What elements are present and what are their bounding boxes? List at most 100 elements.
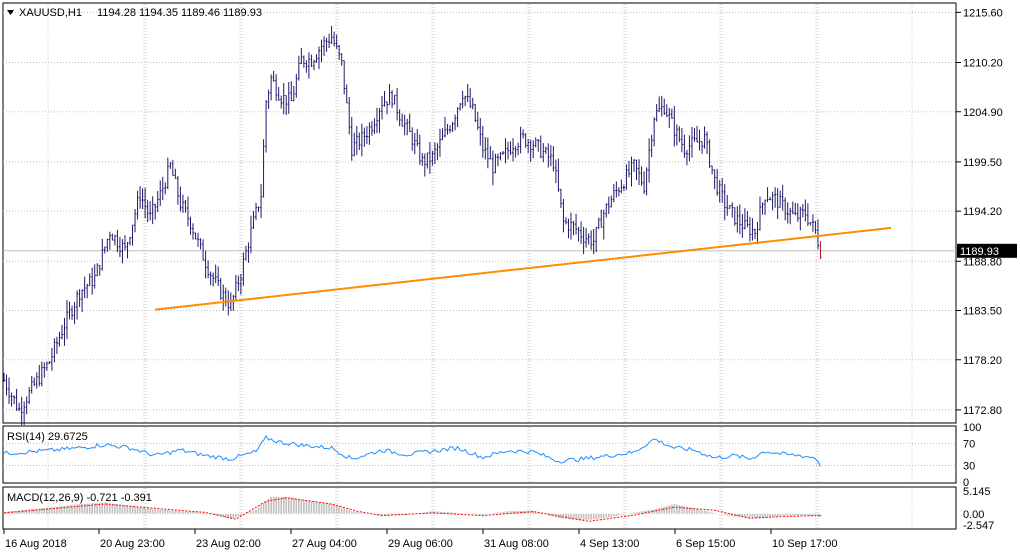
dropdown-triangle-icon[interactable]	[7, 10, 14, 15]
price-bar	[726, 195, 729, 216]
price-bar	[154, 203, 157, 220]
price-bar	[383, 90, 386, 107]
grid-lines	[3, 4, 956, 528]
price-bar	[330, 25, 333, 44]
price-bar	[169, 161, 172, 169]
rsi-pane	[2, 425, 957, 484]
price-bar	[166, 157, 169, 190]
price-bar	[247, 242, 250, 263]
macd-signal-line	[3, 497, 821, 522]
price-bar	[746, 211, 749, 228]
price-bar	[751, 218, 754, 241]
price-bar	[592, 229, 595, 255]
price-bar	[650, 134, 653, 158]
price-bar	[514, 146, 517, 158]
price-bar	[413, 133, 416, 155]
price-bar	[507, 141, 509, 160]
price-bar	[708, 139, 711, 168]
price-bar	[28, 386, 31, 405]
price-bar	[527, 139, 530, 154]
price-bar	[149, 201, 152, 221]
price-bar	[295, 73, 298, 98]
macd-axis-label: -2.547	[963, 520, 994, 532]
price-bar	[181, 194, 184, 213]
price-bar	[648, 138, 651, 183]
price-bar	[310, 54, 313, 67]
price-bar	[116, 229, 119, 253]
price-bar	[635, 159, 638, 181]
price-bar	[554, 159, 557, 184]
price-bar	[199, 238, 202, 250]
price-bar	[456, 107, 459, 128]
price-bar	[348, 97, 351, 135]
rsi-label: RSI(14) 29.6725	[7, 431, 88, 443]
price-bar	[53, 338, 56, 363]
price-bar	[781, 184, 784, 211]
price-bar	[522, 129, 525, 139]
price-bar	[701, 141, 704, 154]
price-bar	[653, 117, 656, 147]
price-bar	[224, 287, 227, 307]
price-bar	[590, 230, 593, 250]
price-bar	[265, 100, 268, 153]
price-bar	[373, 118, 376, 134]
price-bar	[174, 168, 177, 179]
price-bar	[476, 111, 479, 130]
price-bar	[638, 159, 641, 186]
price-bar	[353, 132, 356, 157]
rsi-series: 100 70 30 0	[3, 422, 981, 489]
price-axis-label: 1172.80	[963, 405, 1002, 417]
price-bar	[214, 264, 217, 284]
price-bar	[81, 289, 84, 313]
price-bar	[567, 218, 570, 239]
price-bar	[572, 220, 575, 236]
price-bar	[318, 46, 320, 70]
macd-series: 5.145 0.00-2.547	[3, 486, 994, 532]
price-bar	[360, 123, 363, 157]
ohlc-values: 1194.28 1194.35 1189.46 1189.93	[97, 7, 262, 19]
price-bar	[66, 300, 68, 340]
price-bar	[8, 377, 11, 405]
price-bar	[769, 196, 772, 201]
price-bar	[733, 207, 736, 226]
price-bar	[121, 239, 124, 264]
current-price-value: 1189.93	[960, 246, 999, 258]
macd-pane	[2, 486, 957, 530]
price-bar	[625, 164, 628, 190]
price-bar	[3, 372, 5, 382]
price-bar	[338, 44, 341, 60]
price-bar	[333, 31, 336, 47]
price-bar	[406, 118, 409, 136]
price-bar	[365, 126, 368, 145]
price-bar	[421, 153, 424, 166]
price-bar	[663, 98, 666, 115]
price-bar	[655, 104, 658, 122]
chart-header[interactable]: XAUUSD,H1 1194.28 1194.35 1189.46 1189.9…	[7, 7, 262, 19]
price-bar	[244, 245, 247, 261]
price-bar	[562, 198, 565, 233]
price-bar	[575, 213, 578, 235]
price-axis-label: 1188.80	[963, 256, 1002, 268]
price-bar	[461, 90, 464, 109]
price-bar	[48, 361, 51, 364]
price-bar	[665, 104, 668, 118]
price-bar	[411, 127, 414, 151]
price-bar	[88, 273, 91, 286]
price-bar	[297, 55, 300, 81]
price-bar	[343, 60, 346, 95]
price-bar	[766, 187, 769, 203]
price-bar	[786, 202, 789, 224]
price-bar	[13, 395, 16, 405]
price-bar	[398, 109, 401, 127]
price-bar	[570, 212, 572, 240]
price-bar	[164, 182, 167, 195]
price-bar	[471, 97, 474, 110]
price-bar	[335, 34, 338, 49]
price-bar	[690, 126, 693, 158]
price-bar	[76, 290, 79, 320]
rsi-line	[3, 434, 821, 467]
price-bar	[630, 156, 633, 187]
rsi-axis-label: 100	[963, 422, 981, 434]
price-bar	[307, 52, 310, 79]
macd-axis-label: 0.00	[963, 509, 984, 521]
